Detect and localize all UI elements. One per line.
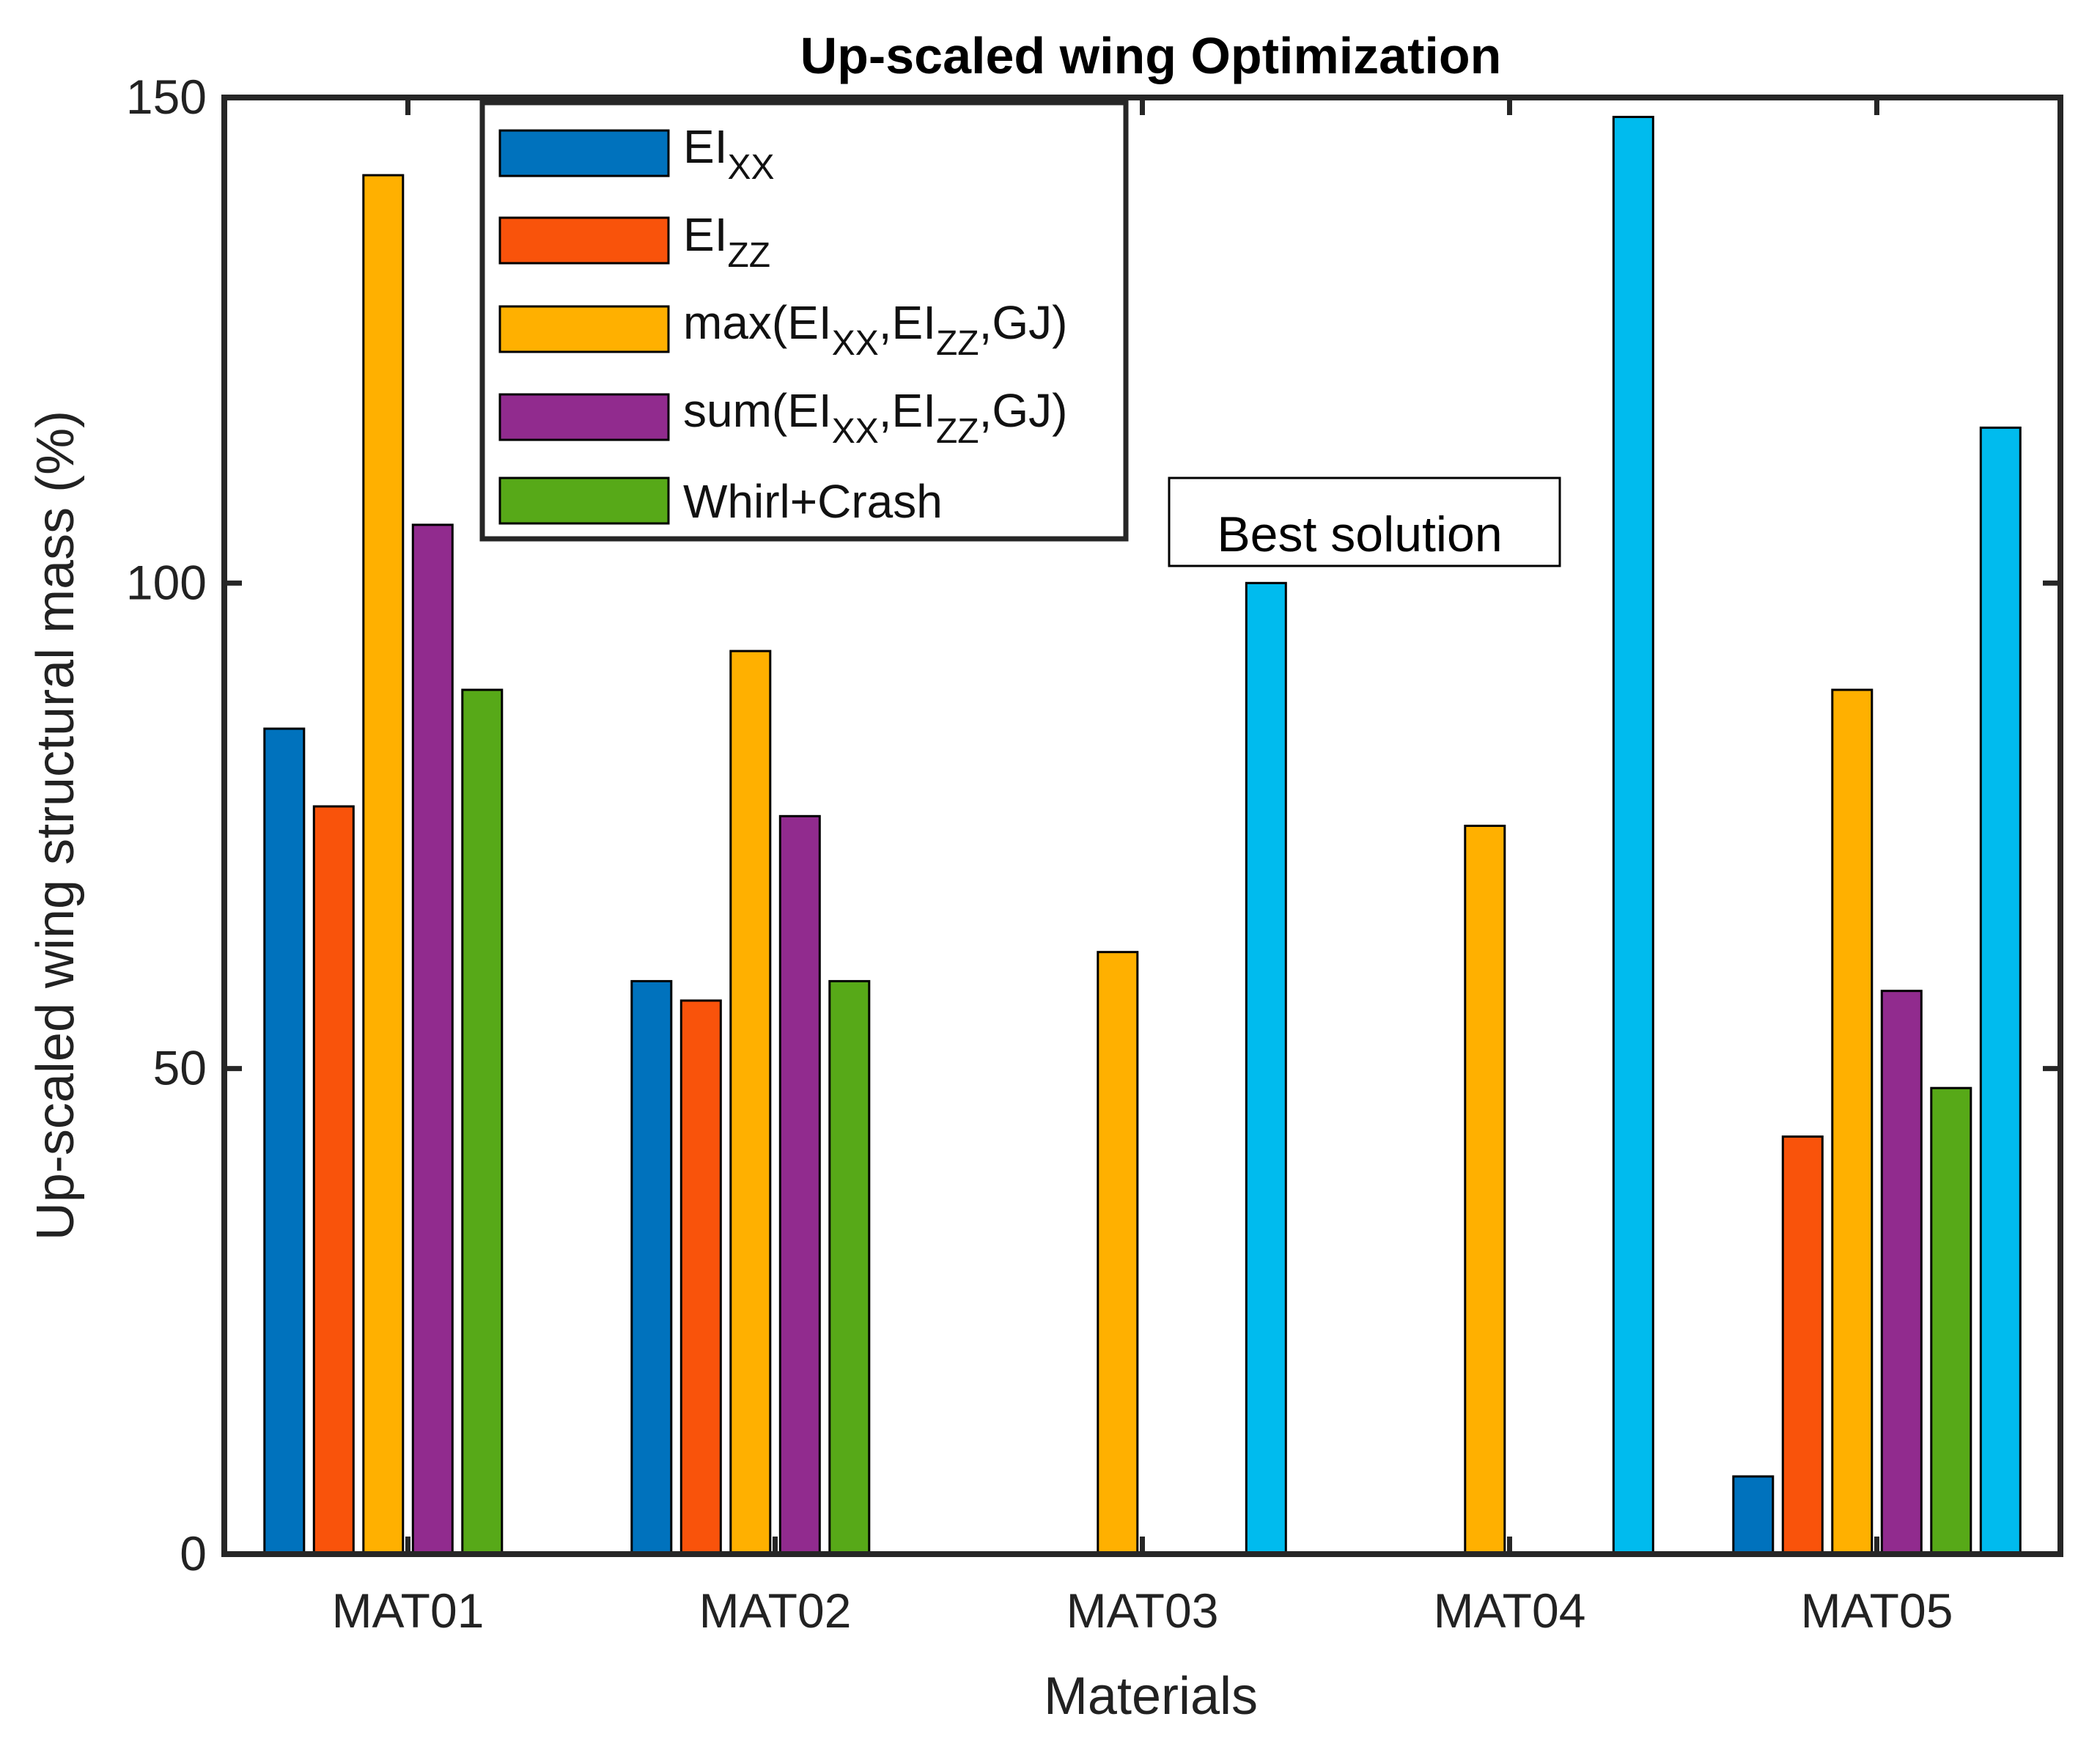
chart-title: Up-scaled wing Optimization (800, 27, 1502, 84)
legend-label-4: Whirl+Crash (683, 475, 943, 528)
legend-label-3-sub2: ZZ (936, 412, 979, 451)
y-tick-label-50: 50 (153, 1041, 207, 1095)
legend-label-3-post: ,GJ) (979, 384, 1068, 437)
x-axis-label: Materials (1044, 1667, 1258, 1726)
bar-mat01-series-3 (411, 523, 454, 1556)
y-tick-labels: 0 50 100 150 (126, 70, 207, 1581)
bar-mat03-series-5 (1245, 581, 1287, 1556)
legend-swatch-2 (498, 305, 670, 353)
bar-mat05-series-2 (1831, 688, 1874, 1556)
bar-mat01-series-2 (362, 174, 405, 1556)
legend-label-2-post: ,GJ) (979, 296, 1068, 349)
bar-mat02-series-1 (679, 999, 722, 1556)
x-tick-label-mat01: MAT01 (332, 1583, 485, 1638)
legend-swatch-3 (498, 393, 670, 441)
legend-label-1-base: EI (683, 208, 727, 261)
bar-mat05-series-5 (1979, 426, 2022, 1556)
legend-label-3: sum(EIXX,EIZZ,GJ) (683, 384, 1067, 451)
legend-label-2-mid: ,EI (879, 296, 936, 349)
x-tick-labels: MAT01 MAT02 MAT03 MAT04 MAT05 (332, 1583, 1953, 1638)
legend-label-2: max(EIXX,EIZZ,GJ) (683, 296, 1067, 363)
bar-mat02-series-4 (828, 979, 871, 1556)
x-tick-label-mat02: MAT02 (699, 1583, 852, 1638)
bars-layer (263, 116, 2022, 1556)
bar-mat02-series-3 (778, 814, 821, 1556)
bar-mat04-series-2 (1464, 825, 1506, 1556)
legend-label-3-mid: ,EI (879, 384, 936, 437)
bar-mat05-series-4 (1930, 1086, 1972, 1556)
legend-label-0-sub: XX (727, 148, 774, 187)
x-tick-label-mat03: MAT03 (1066, 1583, 1219, 1638)
legend-label-0-base: EI (683, 120, 727, 173)
x-tick-label-mat05: MAT05 (1801, 1583, 1953, 1638)
bar-mat01-series-1 (312, 805, 355, 1556)
bar-mat03-series-2 (1097, 951, 1139, 1556)
legend-label-3-sub1: XX (832, 412, 879, 451)
legend-label-2-sub2: ZZ (936, 324, 979, 363)
bar-mat01-series-4 (461, 688, 504, 1556)
legend-swatch-0 (498, 129, 670, 177)
legend: EIXX EIZZ max(EIXX,EIZZ,GJ) sum(EIXX,EIZ… (479, 100, 1129, 542)
legend-label-2-pre: max(EI (683, 296, 832, 349)
y-tick-label-100: 100 (126, 555, 207, 609)
legend-label-2-sub1: XX (832, 324, 879, 363)
bar-mat05-series-0 (1732, 1475, 1775, 1556)
y-tick-label-0: 0 (180, 1526, 207, 1581)
legend-label-1-sub: ZZ (727, 236, 770, 275)
bar-mat02-series-2 (729, 650, 772, 1556)
y-axis-label: Up-scaled wing structural mass (%) (26, 411, 85, 1240)
x-tick-label-mat04: MAT04 (1434, 1583, 1586, 1638)
legend-label-3-pre: sum(EI (683, 384, 832, 437)
legend-label-1: EIZZ (683, 208, 770, 275)
bar-mat04-series-5 (1612, 116, 1654, 1556)
legend-swatch-1 (498, 216, 670, 265)
annotation-box (1168, 477, 1561, 567)
annotation: Best solution (1168, 477, 1561, 567)
bar-mat05-series-3 (1880, 990, 1923, 1556)
bar-mat05-series-1 (1781, 1135, 1824, 1556)
annotation-text: Best solution (1217, 507, 1502, 562)
bar-mat01-series-0 (263, 727, 306, 1556)
bar-mat02-series-0 (630, 979, 673, 1556)
legend-label-0: EIXX (683, 120, 775, 187)
y-tick-label-150: 150 (126, 70, 207, 124)
legend-swatch-4 (498, 477, 670, 525)
axis-ticks (224, 95, 2060, 1557)
